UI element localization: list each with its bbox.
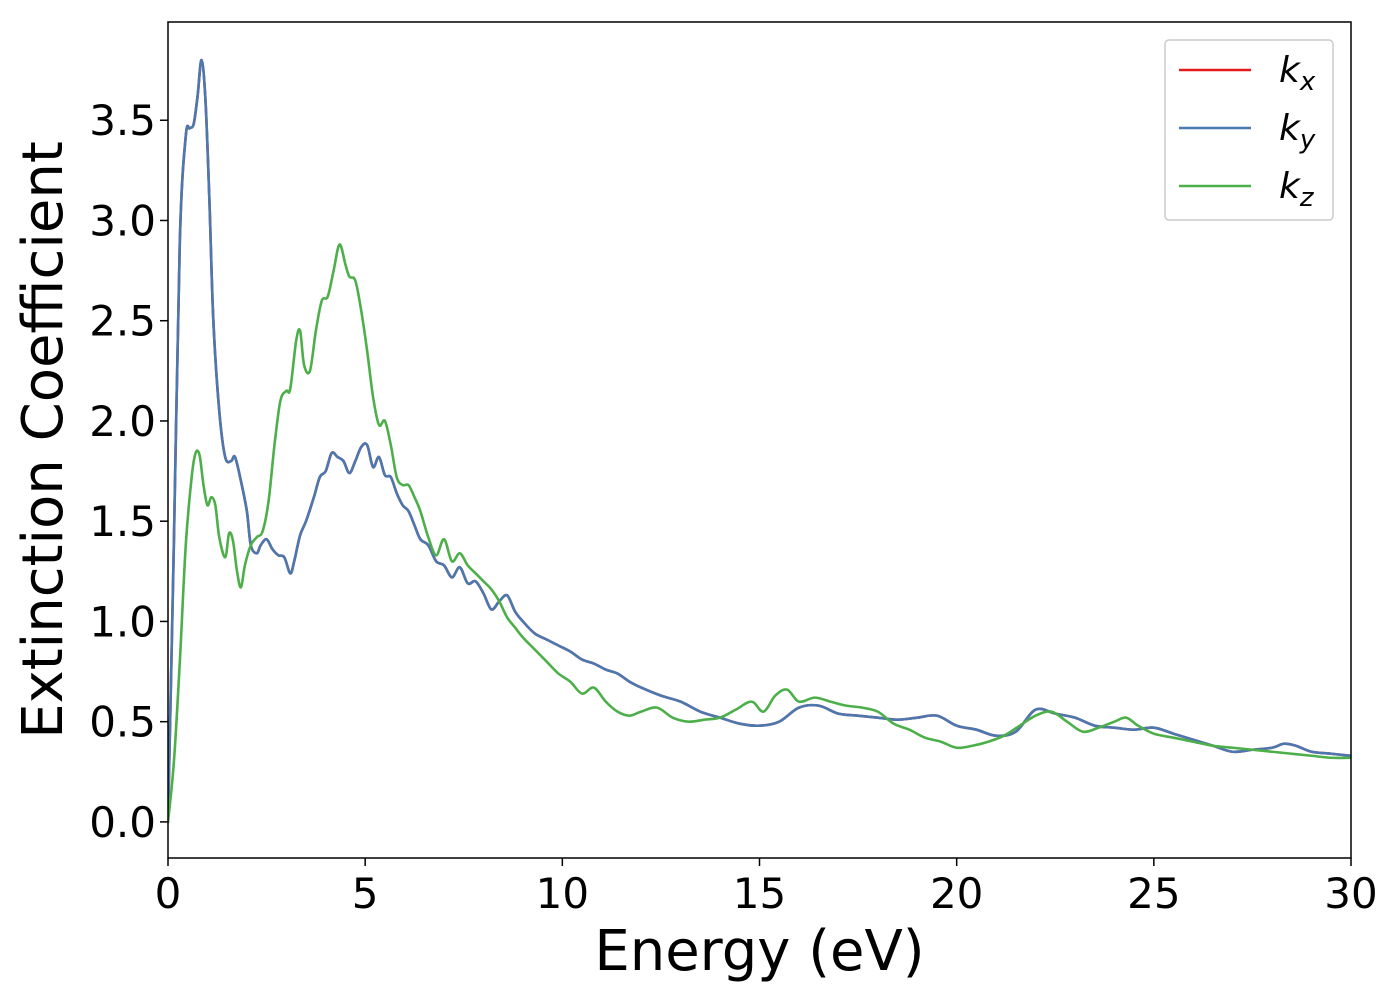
legend-label-main: k <box>1279 166 1302 207</box>
x-tick-label: 30 <box>1324 869 1377 918</box>
legend-box <box>1164 39 1334 221</box>
y-tick-label: 1.0 <box>89 597 156 646</box>
x-tick-label: 10 <box>536 869 589 918</box>
x-tick-label: 15 <box>733 869 786 918</box>
y-tick-label: 1.5 <box>89 497 156 546</box>
x-tick-label: 20 <box>930 869 983 918</box>
series-line-ky <box>168 58 1351 824</box>
legend-label-subscript: y <box>1299 125 1316 155</box>
x-tick-label: 0 <box>155 869 182 918</box>
tick-layer: 0 5 10 15 20 25 30 0.0 0.5 1.0 1.5 2.0 2.5 3.0 3.5 <box>89 96 1378 918</box>
legend-label-main: k <box>1279 50 1302 91</box>
series-line-kz <box>168 243 1351 824</box>
plot-area <box>168 22 1351 858</box>
y-tick-label: 2.0 <box>89 397 156 446</box>
x-axis-title: Energy (eV) <box>594 919 924 984</box>
legend-label-subscript: z <box>1299 183 1315 213</box>
y-axis-title: Extinction Coefficient <box>11 141 76 739</box>
legend-label: kx <box>1279 50 1316 97</box>
series-layer <box>168 58 1351 824</box>
legend-label-subscript: x <box>1299 67 1316 97</box>
legend-label: ky <box>1279 108 1316 155</box>
x-tick-label: 25 <box>1127 869 1180 918</box>
y-tick-label: 3.0 <box>89 196 156 245</box>
x-tick-label: 5 <box>352 869 379 918</box>
y-tick-label: 0.0 <box>89 798 156 847</box>
y-tick-label: 3.5 <box>89 96 156 145</box>
plot-frame <box>167 21 1352 859</box>
y-tick-label: 2.5 <box>89 297 156 346</box>
y-tick-label: 0.5 <box>89 698 156 747</box>
legend-label-main: k <box>1279 108 1302 149</box>
legend-label: kz <box>1279 166 1315 213</box>
